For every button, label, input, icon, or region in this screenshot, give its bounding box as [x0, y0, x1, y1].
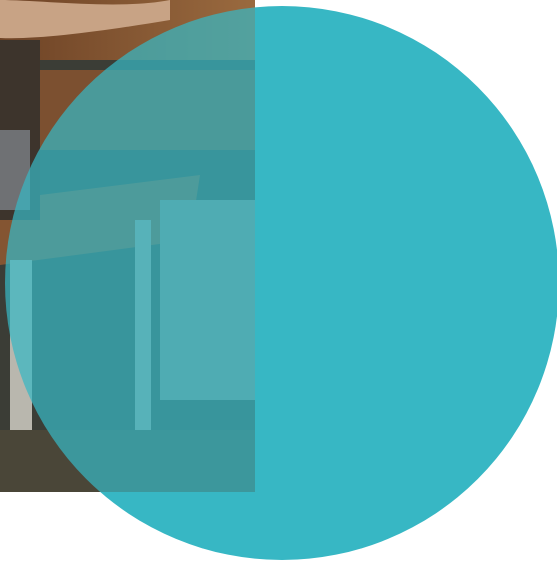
teal-overlay — [5, 7, 255, 492]
arm — [0, 0, 170, 39]
